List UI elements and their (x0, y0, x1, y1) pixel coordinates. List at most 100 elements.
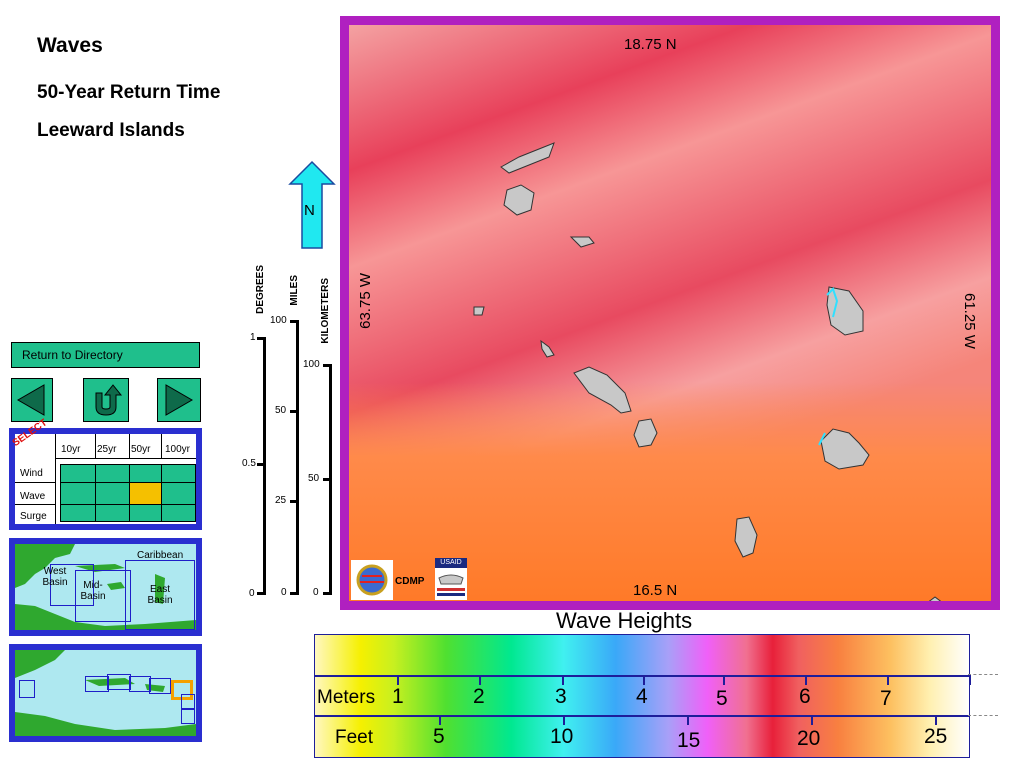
region-box[interactable] (19, 680, 35, 698)
meters-tick-mark (479, 675, 481, 685)
mid-basin-box[interactable] (75, 570, 131, 622)
col-10yr: 10yr (61, 444, 81, 455)
selector-cells (60, 464, 196, 522)
east-basin-box[interactable] (125, 560, 195, 630)
page-subtitle: 50-Year Return Time (37, 82, 221, 103)
oas-logo (351, 560, 393, 600)
meters-tick-7: 7 (880, 687, 892, 710)
region-locator-panel (9, 644, 202, 742)
degrees-tick (257, 592, 265, 595)
col-100yr: 100yr (165, 444, 191, 455)
previous-button[interactable] (11, 378, 53, 422)
west-basin-box[interactable] (50, 564, 94, 606)
miles-tick-50: 50 (275, 405, 287, 416)
kilometers-tick-50: 50 (308, 473, 320, 484)
north-arrow-icon (288, 160, 336, 249)
legend-title: Wave Heights (556, 608, 693, 633)
grid-line (60, 504, 196, 505)
feet-tick-20: 20 (797, 727, 821, 750)
selected-region-box[interactable] (171, 680, 193, 700)
miles-label: MILES (289, 275, 300, 306)
miles-scale-bar (296, 320, 299, 595)
usaid-logo: USAID (435, 558, 467, 600)
cdmp-logo-text: CDMP (395, 576, 425, 587)
region-box[interactable] (181, 708, 195, 724)
wave-height-map[interactable]: 18.75 N 16.5 N 63.75 W 61.25 W CDMP USAI… (349, 25, 991, 601)
feet-tick-mark (439, 715, 441, 725)
miles-tick-25: 25 (275, 495, 287, 506)
feet-tick-5: 5 (433, 725, 445, 748)
degrees-tick-0-5: 0.5 (242, 458, 256, 469)
up-button[interactable] (83, 378, 129, 422)
selector-grid: SELECT 10yr 25yr 50yr 100yr Wind Wave Su… (11, 417, 196, 524)
caribbean-label: Caribbean (137, 550, 184, 561)
grid-line (95, 434, 96, 458)
row-surge: Surge (20, 511, 47, 522)
grid-line (55, 458, 196, 459)
feet-tick-15: 15 (677, 729, 701, 752)
grid-line (95, 464, 96, 522)
row-wave: Wave (20, 491, 46, 502)
basin-map-panel: Caribbean West Basin Mid- Basin East Bas… (9, 538, 202, 636)
meters-tick-3: 3 (555, 685, 567, 708)
right-triangle-icon (165, 384, 194, 416)
meters-label: Meters (317, 687, 376, 708)
selector-panel: SELECT 10yr 25yr 50yr 100yr Wind Wave Su… (9, 417, 202, 530)
west-coordinate: 63.75 W (357, 273, 374, 329)
grid-line (161, 464, 162, 522)
col-25yr: 25yr (97, 444, 117, 455)
degrees-tick (257, 463, 265, 466)
legend-extension (968, 715, 998, 716)
usaid-logo-text: USAID (435, 558, 467, 568)
meters-tick-mark (562, 675, 564, 685)
region-box[interactable] (129, 676, 151, 692)
meters-tick-2: 2 (473, 685, 485, 708)
meters-tick-mark (805, 675, 807, 685)
basin-map[interactable]: Caribbean West Basin Mid- Basin East Bas… (15, 544, 196, 630)
row-wind: Wind (20, 468, 43, 479)
meters-tick-mark (969, 675, 971, 685)
handshake-icon (437, 574, 465, 596)
degrees-label: DEGREES (255, 265, 266, 314)
feet-label: Feet (335, 727, 374, 748)
north-label: N (304, 202, 315, 219)
kilometers-tick (323, 592, 331, 595)
meters-tick-1: 1 (392, 685, 404, 708)
meters-tick-4: 4 (636, 685, 648, 708)
miles-tick-0: 0 (281, 587, 287, 598)
kilometers-tick (323, 364, 331, 367)
grid-line (129, 434, 130, 458)
next-button[interactable] (157, 378, 201, 422)
north-coordinate: 18.75 N (624, 36, 677, 53)
region-box[interactable] (181, 694, 195, 710)
legend-extension (968, 674, 998, 675)
region-title: Leeward Islands (37, 120, 185, 141)
kilometers-tick-100: 100 (303, 359, 320, 370)
degrees-tick (257, 337, 265, 340)
feet-tick-mark (811, 715, 813, 725)
meters-tick-mark (397, 675, 399, 685)
mid-basin-label: Mid- Basin (80, 580, 106, 602)
globe-seal-icon (356, 564, 388, 596)
wave-height-legend: Meters Feet 1 2 3 4 5 6 7 5 10 15 20 25 (314, 634, 971, 758)
miles-tick (290, 410, 298, 413)
grid-line (161, 434, 162, 458)
return-to-directory-label: Return to Directory (22, 348, 123, 362)
region-box[interactable] (107, 674, 131, 690)
region-locator-map[interactable] (15, 650, 196, 736)
west-basin-label: West Basin (42, 566, 68, 588)
degrees-scale-bar (263, 337, 266, 595)
degrees-tick-0: 0 (249, 588, 255, 599)
feet-tick-mark (563, 715, 565, 725)
kilometers-tick (323, 478, 331, 481)
left-triangle-icon (16, 384, 45, 416)
grid-line (60, 482, 196, 483)
region-box[interactable] (85, 676, 109, 692)
col-50yr: 50yr (131, 444, 151, 455)
page-title: Waves (37, 34, 103, 57)
return-to-directory-button[interactable]: Return to Directory (11, 342, 200, 368)
grid-line (15, 482, 55, 483)
selected-cell-wave-50yr[interactable] (130, 483, 161, 504)
u-turn-arrow-icon (95, 384, 123, 416)
region-box[interactable] (149, 678, 171, 694)
